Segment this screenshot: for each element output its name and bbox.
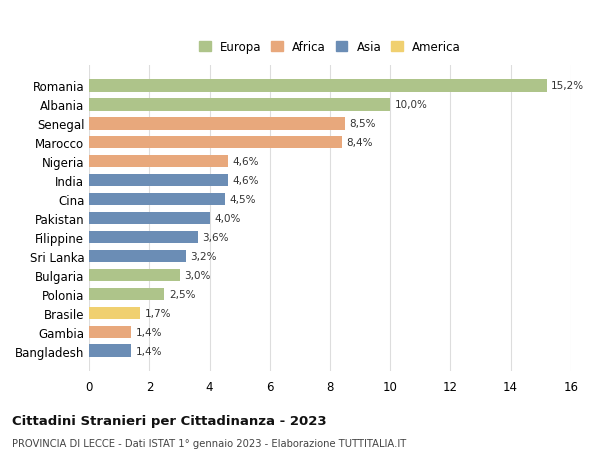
Bar [89,80,547,92]
Bar [89,288,164,300]
Text: Cittadini Stranieri per Cittadinanza - 2023: Cittadini Stranieri per Cittadinanza - 2… [12,414,326,428]
Bar [89,175,227,187]
Text: 3,6%: 3,6% [202,233,229,242]
Text: 8,4%: 8,4% [347,138,373,148]
Text: 8,5%: 8,5% [350,119,376,129]
Text: 3,0%: 3,0% [184,270,211,280]
Text: 4,6%: 4,6% [232,157,259,167]
Bar [89,137,342,149]
Text: 1,7%: 1,7% [145,308,172,318]
Bar [89,231,197,244]
Text: 4,6%: 4,6% [232,176,259,186]
Text: 4,0%: 4,0% [214,213,241,224]
Bar [89,118,345,130]
Bar [89,213,209,225]
Bar [89,307,140,319]
Bar [89,99,390,112]
Bar [89,194,224,206]
Text: 2,5%: 2,5% [169,289,196,299]
Text: 1,4%: 1,4% [136,346,163,356]
Legend: Europa, Africa, Asia, America: Europa, Africa, Asia, America [197,39,463,56]
Text: 4,5%: 4,5% [229,195,256,205]
Bar [89,269,179,281]
Text: 1,4%: 1,4% [136,327,163,337]
Text: 15,2%: 15,2% [551,81,584,91]
Text: 10,0%: 10,0% [395,100,428,110]
Bar [89,156,227,168]
Bar [89,345,131,357]
Text: 3,2%: 3,2% [190,252,217,261]
Bar [89,326,131,338]
Bar [89,250,185,263]
Text: PROVINCIA DI LECCE - Dati ISTAT 1° gennaio 2023 - Elaborazione TUTTITALIA.IT: PROVINCIA DI LECCE - Dati ISTAT 1° genna… [12,438,406,448]
